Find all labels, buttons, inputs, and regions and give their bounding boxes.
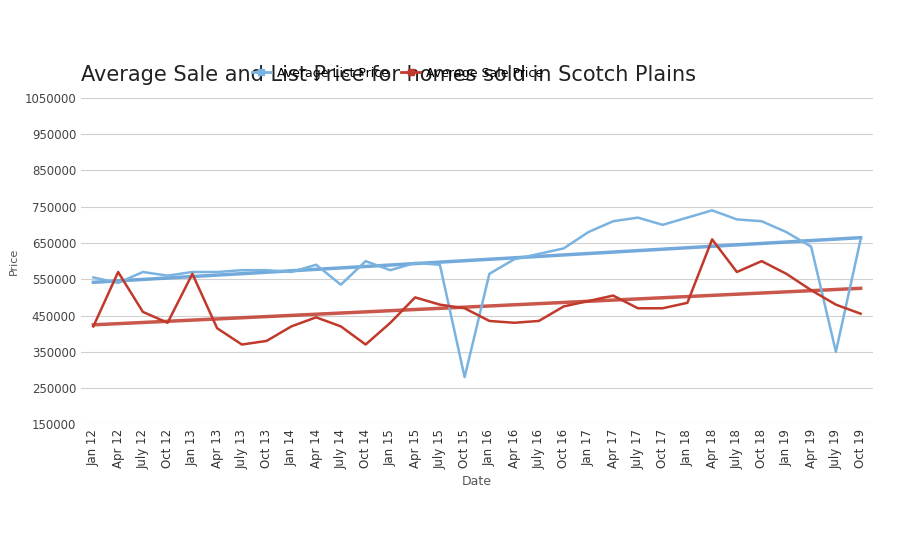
Text: Average Sale and List Price for homes sold in Scotch Plains: Average Sale and List Price for homes so… — [81, 65, 696, 85]
Y-axis label: Price: Price — [9, 248, 19, 275]
Legend: Average List Price, Average Sale Price: Average List Price, Average Sale Price — [247, 61, 549, 85]
X-axis label: Date: Date — [462, 475, 492, 488]
